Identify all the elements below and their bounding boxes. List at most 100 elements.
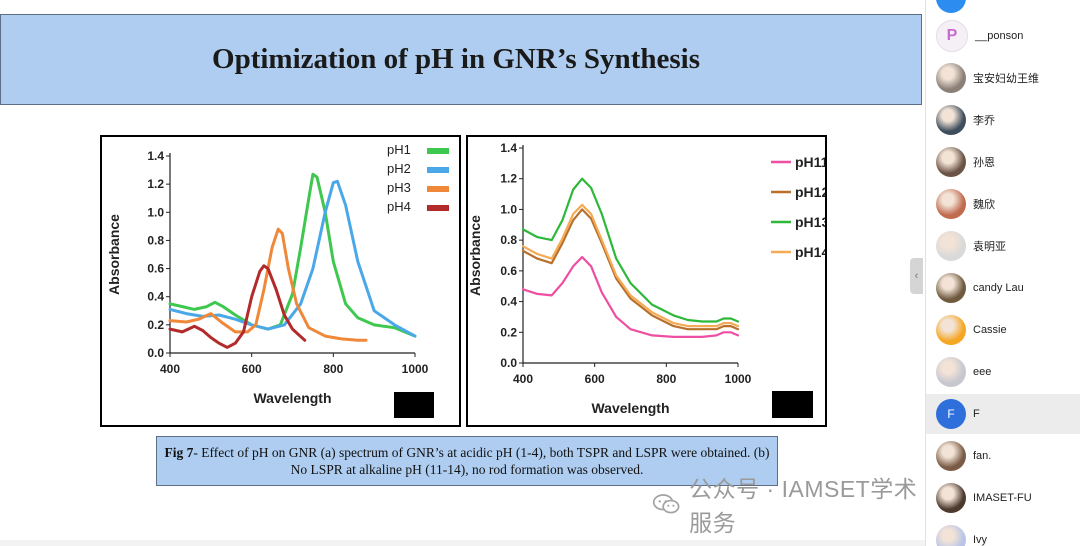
- participant-item[interactable]: Cassie: [926, 310, 1080, 350]
- series-line-pH3: [168, 227, 368, 342]
- series-line-pH13: [521, 177, 740, 323]
- y-tick-label: 0.8: [147, 233, 164, 247]
- participant-name: 袁明亚: [973, 241, 1006, 253]
- avatar: [936, 105, 966, 135]
- participant-item[interactable]: 袁明亚: [926, 226, 1080, 266]
- avatar: P: [936, 20, 968, 52]
- series-line-pH4: [168, 264, 307, 349]
- participant-name: IMASET-FU: [973, 492, 1032, 504]
- chart-b-svg: 0.0 0.2 0.4 0.6 0.8 1.0 1.2 1.4 400 600 800 1000 Wav…: [468, 141, 825, 416]
- participant-item[interactable]: 魏欣: [926, 184, 1080, 224]
- participant-item[interactable]: 宝安妇幼王维: [926, 58, 1080, 98]
- avatar: [936, 273, 966, 303]
- participant-name: 宝安妇幼王维: [973, 73, 1039, 85]
- y-tick-label: 1.2: [147, 177, 164, 191]
- participant-name: __ponson: [975, 30, 1024, 42]
- slide-title: Optimization of pH in GNR’s Synthesis: [212, 43, 700, 75]
- avatar: [936, 189, 966, 219]
- redaction-box: [394, 392, 434, 418]
- chart-panel-a: 0.0 0.2 0.4 0.6 0.8 1.0 1.2 1.4 400 600 800 1000 Wav…: [100, 135, 461, 427]
- legend-swatch: [427, 186, 449, 192]
- participant-list[interactable]: P __ponson 宝安妇幼王维李乔孙恩魏欣袁明亚 candy Lau Cassie e…: [925, 0, 1080, 546]
- participant-item[interactable]: fan.: [926, 436, 1080, 476]
- avatar: [936, 525, 966, 546]
- participant-item[interactable]: [926, 0, 1080, 18]
- participant-item[interactable]: candy Lau: [926, 268, 1080, 308]
- legend-label: pH14: [795, 244, 825, 260]
- legend-label: pH3: [387, 180, 411, 195]
- participant-name: 孙恩: [973, 157, 995, 169]
- participant-name: eee: [973, 366, 992, 378]
- x-tick-label: 600: [242, 362, 262, 376]
- x-tick-label: 800: [656, 372, 676, 386]
- avatar: [936, 231, 966, 261]
- wechat-icon: [652, 494, 680, 514]
- participant-item[interactable]: 李乔: [926, 100, 1080, 140]
- watermark: 公众号 · IAMSET学术服务: [652, 476, 925, 536]
- y-tick-label: 0.2: [147, 318, 164, 332]
- collapse-sidebar-button[interactable]: ‹: [910, 258, 923, 294]
- chart-a-svg: 0.0 0.2 0.4 0.6 0.8 1.0 1.2 1.4 400 600 800 1000 Wav…: [106, 142, 449, 406]
- caption-label: Fig 7: [164, 445, 194, 460]
- legend-swatch: [427, 148, 449, 154]
- legend-label: pH13: [795, 214, 825, 230]
- y-axis-label: Absorbance: [106, 214, 122, 295]
- participant-name: Ivy: [973, 534, 988, 546]
- legend-label: pH4: [387, 199, 411, 214]
- series-line-pH1: [168, 172, 417, 338]
- y-tick-label: 1.4: [500, 141, 517, 155]
- x-tick-label: 400: [513, 372, 533, 386]
- series-line-pH11: [521, 255, 740, 338]
- series-line-pH2: [168, 179, 417, 338]
- y-tick-label: 1.0: [500, 202, 517, 216]
- x-axis-label: Wavelength: [591, 400, 669, 416]
- y-tick-label: 0.8: [500, 233, 517, 247]
- x-axis-label: Wavelength: [253, 390, 331, 406]
- avatar: [936, 357, 966, 387]
- y-tick-label: 0.0: [500, 356, 517, 370]
- participant-name: F: [973, 408, 980, 420]
- legend-label: pH12: [795, 184, 825, 200]
- x-tick-label: 1000: [402, 362, 429, 376]
- legend-label: pH11: [795, 154, 825, 170]
- figure-caption: Fig 7- Effect of pH on GNR (a) spectrum …: [156, 436, 778, 486]
- x-tick-label: 1000: [725, 372, 752, 386]
- avatar: [936, 147, 966, 177]
- avatar: [936, 315, 966, 345]
- presentation-slide: Optimization of pH in GNR’s Synthesis 0.…: [0, 14, 925, 546]
- participant-name: 魏欣: [973, 199, 995, 211]
- participant-item[interactable]: Ivy: [926, 520, 1080, 546]
- slide-title-banner: Optimization of pH in GNR’s Synthesis: [0, 14, 922, 105]
- series-line-pH12: [521, 208, 740, 331]
- participant-item[interactable]: P __ponson: [926, 16, 1080, 56]
- y-tick-label: 1.4: [147, 149, 164, 163]
- participant-name: fan.: [973, 450, 992, 462]
- legend-label: pH2: [387, 161, 411, 176]
- y-tick-label: 0.4: [500, 295, 517, 309]
- y-tick-label: 0.4: [147, 290, 164, 304]
- avatar: [936, 441, 966, 471]
- participant-item[interactable]: eee: [926, 352, 1080, 392]
- caption-text: - Effect of pH on GNR (a) spectrum of GN…: [193, 445, 770, 477]
- participant-item[interactable]: 孙恩: [926, 142, 1080, 182]
- participant-name: Cassie: [973, 324, 1007, 336]
- y-tick-label: 0.6: [147, 262, 164, 276]
- avatar: [936, 63, 966, 93]
- globe-icon: [936, 0, 966, 13]
- chart-panel-b: 0.0 0.2 0.4 0.6 0.8 1.0 1.2 1.4 400 600 800 1000 Wav…: [466, 135, 827, 427]
- avatar: F: [936, 399, 966, 429]
- x-tick-label: 400: [160, 362, 180, 376]
- y-tick-label: 0.6: [500, 264, 517, 278]
- participant-name: candy Lau: [973, 282, 1024, 294]
- legend-swatch: [427, 205, 449, 211]
- chevron-left-icon: ‹: [914, 270, 919, 282]
- y-axis-label: Absorbance: [468, 215, 483, 296]
- participant-item[interactable]: IMASET-FU: [926, 478, 1080, 518]
- legend-swatch: [427, 167, 449, 173]
- watermark-text: 公众号 · IAMSET学术服务: [689, 476, 918, 536]
- series-line-pH14: [521, 203, 740, 328]
- y-tick-label: 0.2: [500, 325, 517, 339]
- redaction-box: [772, 391, 813, 418]
- y-tick-label: 1.2: [500, 172, 517, 186]
